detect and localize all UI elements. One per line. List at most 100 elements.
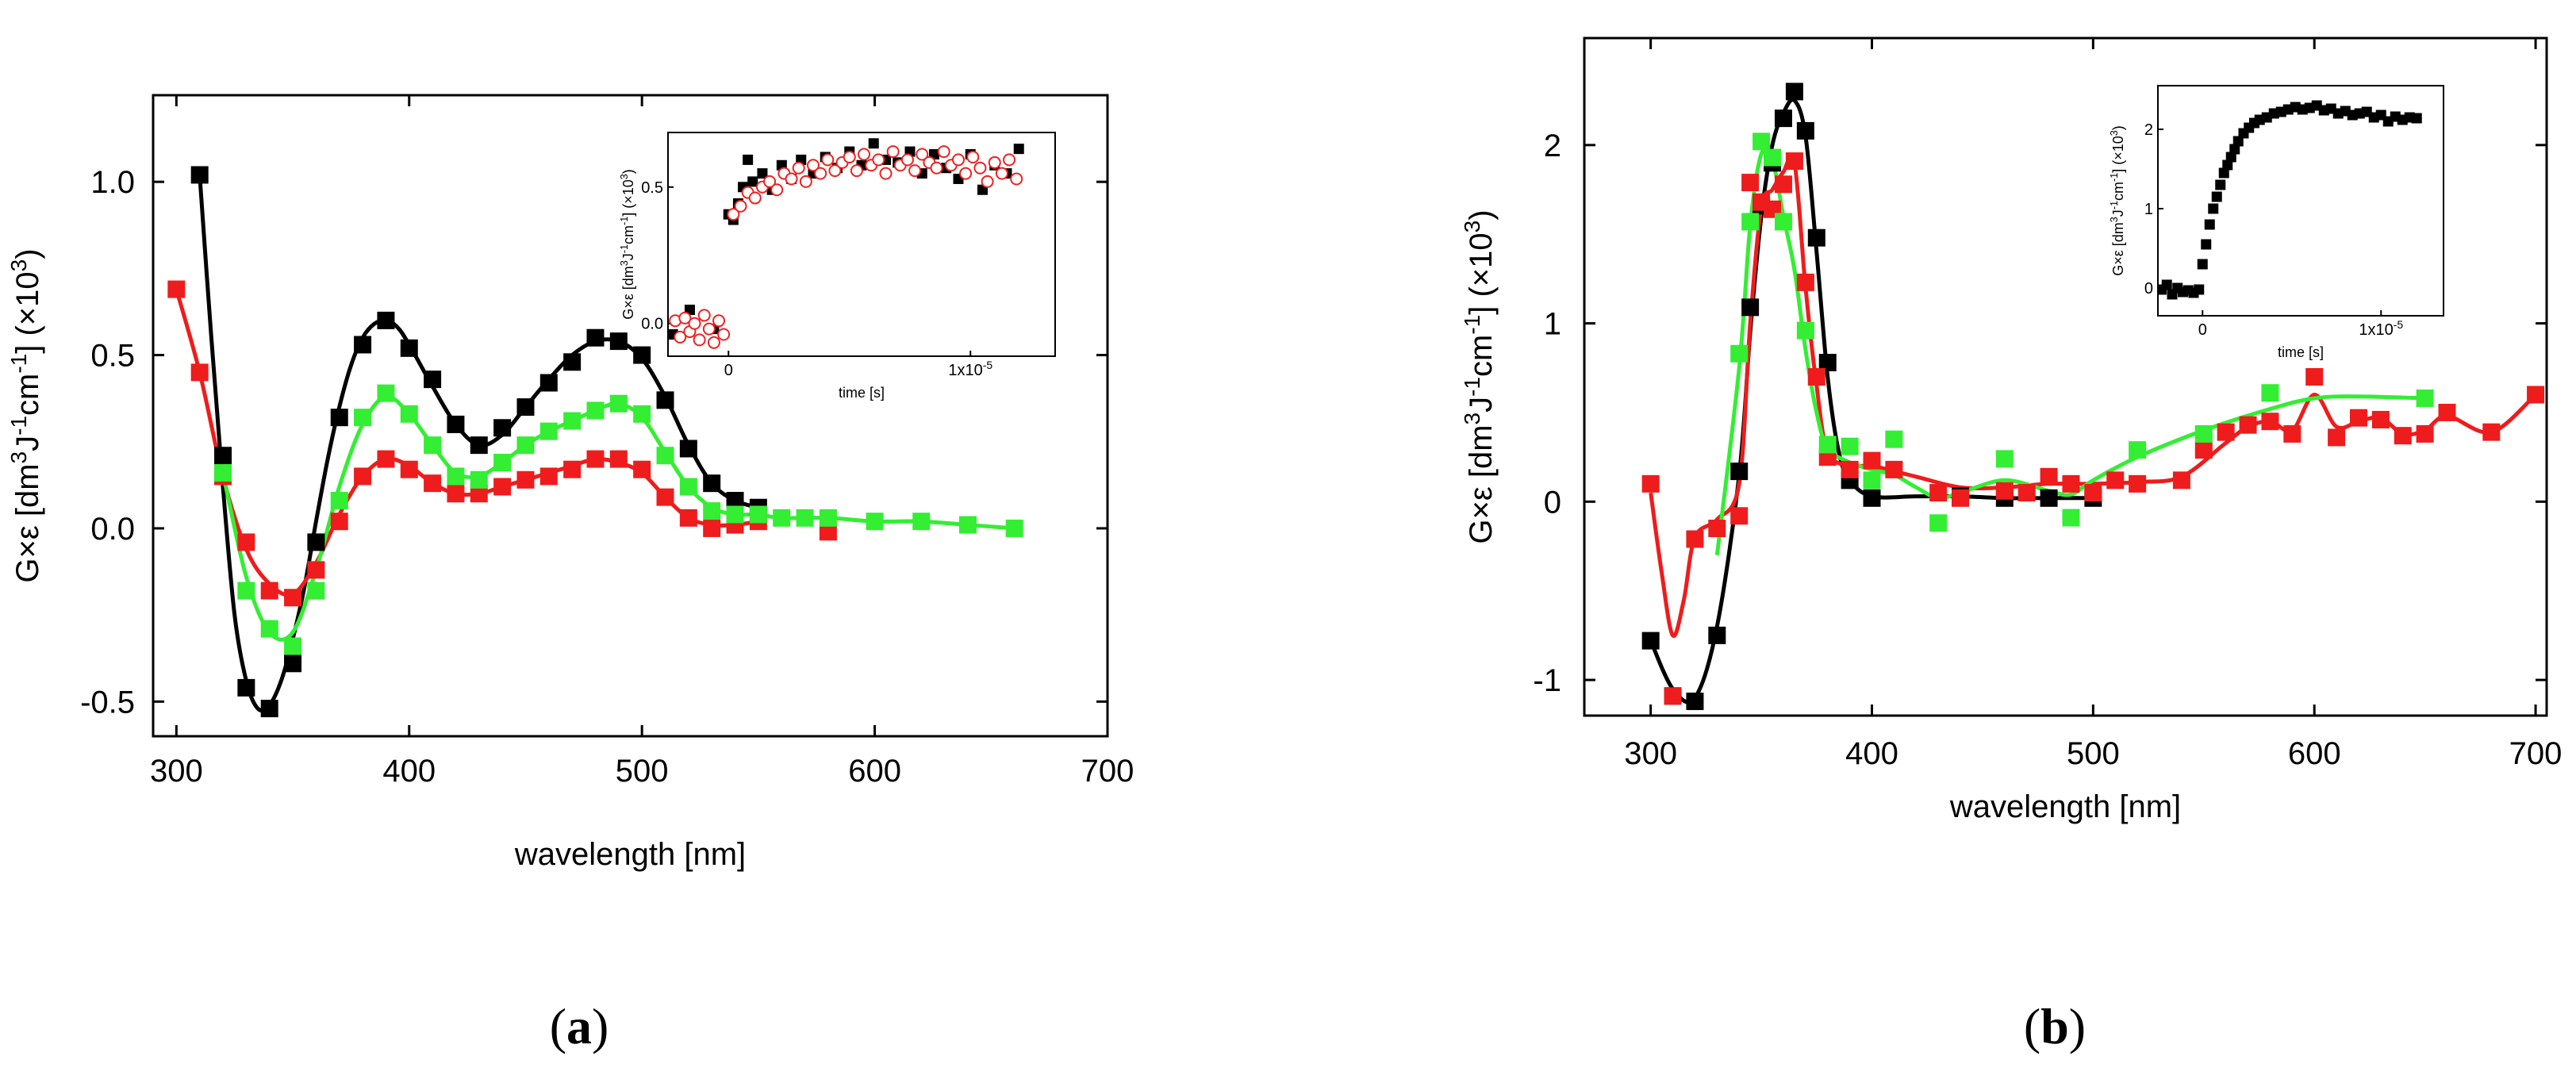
data-point-green bbox=[237, 582, 255, 600]
inset-data-point-square bbox=[2218, 167, 2229, 179]
x-tick-label: 300 bbox=[150, 754, 203, 789]
data-point-green bbox=[819, 509, 837, 527]
inset-data-area bbox=[668, 138, 1024, 349]
inset-data-point-circle bbox=[900, 153, 914, 167]
data-point-black bbox=[1785, 83, 1803, 101]
inset-data-point-circle bbox=[886, 145, 900, 159]
data-point-red bbox=[2106, 471, 2125, 490]
data-point-green bbox=[2194, 424, 2213, 443]
y-tick-label: 0 bbox=[1544, 485, 1561, 520]
panel-a: 300 400 500 600 700 -0.5 0.0 0.5 1.0 wavelength [… bbox=[6, 94, 1134, 872]
data-point-red bbox=[307, 561, 325, 579]
data-point-red bbox=[563, 460, 582, 478]
data-point-green bbox=[1885, 430, 1903, 448]
data-point-black bbox=[260, 700, 278, 718]
data-point-red bbox=[679, 509, 697, 527]
x-tick-label: 600 bbox=[848, 754, 901, 789]
y-axis-label: G×ε [dm3J-1cm-1] (×103) bbox=[1460, 209, 1499, 543]
data-point-green bbox=[330, 492, 348, 510]
inset-data-point-circle bbox=[693, 333, 706, 347]
panel-label-a: (a) bbox=[550, 998, 609, 1054]
data-point-red bbox=[1785, 152, 1803, 171]
data-point-green bbox=[1929, 514, 1948, 532]
inset-data-point-circle bbox=[1003, 153, 1016, 167]
inset-data-point-square bbox=[2194, 284, 2205, 295]
inset-data-point-circle bbox=[959, 167, 973, 180]
inset-data-point-circle bbox=[734, 199, 747, 213]
inset-data-point-circle bbox=[872, 153, 885, 167]
data-point-black bbox=[1741, 298, 1760, 317]
data-point-black bbox=[493, 419, 512, 437]
data-point-green bbox=[354, 409, 372, 427]
inset-x-tick-label: 1x10-5 bbox=[948, 359, 992, 379]
inset-data-point-square bbox=[2232, 136, 2244, 147]
inset-y-tick-label: 1 bbox=[2144, 201, 2153, 218]
data-point-red bbox=[400, 460, 418, 478]
inset-data-point-circle bbox=[995, 167, 1008, 180]
data-point-red bbox=[2017, 484, 2036, 502]
data-point-green bbox=[516, 436, 535, 455]
data-point-green bbox=[726, 505, 744, 524]
data-point-red bbox=[424, 474, 442, 493]
inset-data-point-circle bbox=[908, 164, 922, 178]
data-area bbox=[167, 166, 1023, 718]
inset-data-point-circle bbox=[814, 167, 827, 180]
inset-data-point-circle bbox=[707, 336, 720, 349]
data-point-black bbox=[1796, 121, 1814, 140]
inset-data-point-circle bbox=[697, 309, 711, 322]
data-point-black bbox=[470, 436, 488, 455]
data-point-green bbox=[424, 436, 442, 455]
data-point-red bbox=[2239, 416, 2257, 434]
data-point-green bbox=[307, 582, 325, 600]
plot-frame bbox=[1583, 36, 2548, 717]
data-point-green bbox=[260, 620, 278, 638]
inset-data-point-square bbox=[2411, 113, 2422, 124]
data-point-black bbox=[2040, 489, 2058, 507]
data-point-green bbox=[1818, 436, 1837, 454]
inset-data-point-circle bbox=[981, 175, 994, 188]
data-point-red bbox=[819, 523, 837, 541]
data-point-red bbox=[237, 533, 255, 551]
inset-y-tick-label: 0.5 bbox=[641, 179, 663, 197]
x-tick-label: 700 bbox=[1081, 754, 1134, 789]
data-point-green bbox=[377, 384, 395, 402]
inset-data-point-circle bbox=[828, 164, 842, 178]
data-point-green bbox=[400, 405, 418, 423]
data-point-red bbox=[2328, 428, 2346, 447]
inset-data-point-square bbox=[2204, 219, 2215, 230]
data-point-red bbox=[539, 467, 558, 486]
data-point-red bbox=[2194, 441, 2213, 459]
inset-chart: 0 1x10-5 0.0 0.5 time [s] G×ε [dm3J-1cm-1] (×… bbox=[619, 132, 1056, 401]
data-point-black bbox=[1708, 626, 1726, 644]
inset-x-tick-label: 0 bbox=[2198, 321, 2207, 339]
data-point-red bbox=[2527, 386, 2545, 404]
inset-data-point-circle bbox=[952, 153, 965, 167]
inset-data-point-circle bbox=[792, 161, 805, 175]
inset-data-point-square bbox=[757, 168, 768, 179]
data-point-black bbox=[1641, 632, 1660, 650]
data-point-black bbox=[539, 374, 558, 392]
inset-data-point-circle bbox=[858, 148, 871, 161]
y-tick-label: 0.0 bbox=[90, 512, 135, 547]
x-tick-label: 500 bbox=[2067, 736, 2120, 771]
inset-y-tick-label: 0.0 bbox=[641, 316, 663, 333]
data-point-red bbox=[2416, 424, 2434, 443]
data-area bbox=[1641, 83, 2545, 711]
data-point-black bbox=[354, 336, 372, 354]
data-point-black bbox=[1807, 228, 1825, 247]
data-point-red bbox=[1730, 507, 1749, 525]
data-point-red bbox=[2129, 474, 2147, 493]
inset-data-point-circle bbox=[1010, 172, 1023, 186]
data-point-green bbox=[1764, 148, 1782, 167]
data-point-red bbox=[284, 589, 302, 607]
data-point-green bbox=[773, 509, 791, 527]
y-tick-label: 2 bbox=[1544, 129, 1561, 163]
data-point-red bbox=[1807, 368, 1825, 386]
data-point-green bbox=[1741, 213, 1760, 231]
inset-y-tick-label: 2 bbox=[2144, 121, 2153, 139]
inset-y-axis-label: G×ε [dm3J-1cm-1] (×103) bbox=[619, 169, 636, 320]
data-point-red bbox=[1995, 482, 2014, 500]
inset-data-point-square bbox=[1013, 144, 1024, 155]
inset-data-point-circle bbox=[966, 150, 980, 163]
